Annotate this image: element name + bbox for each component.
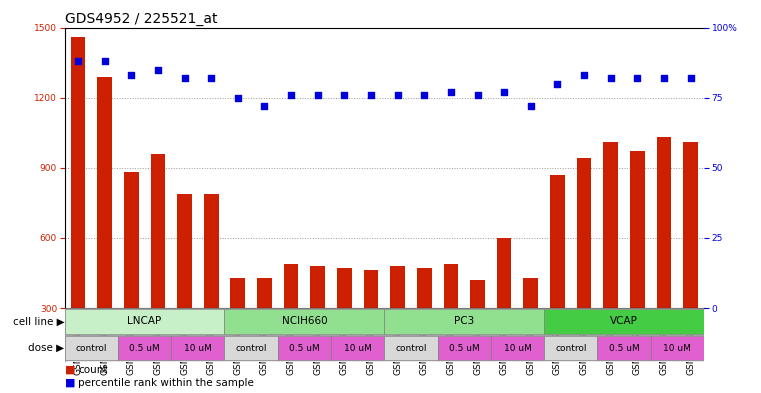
Text: 10 uM: 10 uM: [344, 344, 371, 353]
Bar: [331, 336, 384, 360]
Text: control: control: [75, 344, 107, 353]
Bar: [124, 173, 139, 378]
Text: count: count: [78, 365, 108, 375]
Text: ■: ■: [65, 365, 75, 375]
Text: control: control: [395, 344, 427, 353]
Bar: [224, 309, 384, 334]
Text: VCAP: VCAP: [610, 316, 638, 327]
Bar: [651, 336, 704, 360]
Point: [631, 75, 643, 81]
Point: [684, 75, 696, 81]
Text: 0.5 uM: 0.5 uM: [609, 344, 639, 353]
Point: [658, 75, 670, 81]
Bar: [278, 336, 331, 360]
Text: ■: ■: [65, 378, 75, 388]
Bar: [204, 193, 218, 378]
Point: [98, 58, 111, 64]
Bar: [417, 268, 431, 378]
Point: [312, 92, 324, 98]
Point: [338, 92, 350, 98]
Point: [551, 81, 563, 87]
Text: GDS4952 / 225521_at: GDS4952 / 225521_at: [65, 13, 217, 26]
Point: [498, 89, 510, 95]
Bar: [310, 266, 325, 378]
Bar: [544, 309, 704, 334]
Bar: [497, 238, 511, 378]
Text: 0.5 uM: 0.5 uM: [449, 344, 479, 353]
Text: NCIH660: NCIH660: [282, 316, 327, 327]
Point: [444, 89, 457, 95]
Text: cell line ▶: cell line ▶: [13, 316, 65, 327]
Point: [205, 75, 218, 81]
Bar: [337, 268, 352, 378]
Bar: [444, 264, 458, 378]
Bar: [597, 336, 651, 360]
Bar: [384, 309, 544, 334]
Text: 0.5 uM: 0.5 uM: [289, 344, 320, 353]
Point: [419, 92, 431, 98]
Bar: [65, 309, 224, 334]
Point: [151, 66, 164, 73]
Text: 10 uM: 10 uM: [504, 344, 531, 353]
Bar: [231, 278, 245, 378]
Text: percentile rank within the sample: percentile rank within the sample: [78, 378, 254, 388]
Bar: [224, 336, 278, 360]
Bar: [364, 270, 378, 378]
Text: dose ▶: dose ▶: [28, 343, 65, 353]
Bar: [384, 336, 438, 360]
Bar: [118, 336, 171, 360]
Bar: [97, 77, 112, 378]
Bar: [544, 336, 597, 360]
Point: [125, 72, 137, 78]
Point: [231, 94, 244, 101]
Point: [391, 92, 403, 98]
Bar: [550, 175, 565, 378]
Bar: [524, 278, 538, 378]
Point: [524, 103, 537, 109]
Point: [178, 75, 190, 81]
Bar: [65, 336, 118, 360]
Point: [285, 92, 297, 98]
Text: control: control: [235, 344, 267, 353]
Point: [258, 103, 271, 109]
Bar: [71, 37, 85, 378]
Text: 10 uM: 10 uM: [664, 344, 691, 353]
Bar: [683, 142, 698, 378]
Text: 10 uM: 10 uM: [184, 344, 212, 353]
Text: PC3: PC3: [454, 316, 474, 327]
Bar: [390, 266, 405, 378]
Text: LNCAP: LNCAP: [127, 316, 162, 327]
Bar: [284, 264, 298, 378]
Bar: [630, 151, 645, 378]
Bar: [151, 154, 165, 378]
Bar: [177, 193, 192, 378]
Bar: [603, 142, 618, 378]
Text: 0.5 uM: 0.5 uM: [129, 344, 160, 353]
Point: [604, 75, 616, 81]
Bar: [657, 138, 671, 378]
Bar: [470, 280, 485, 378]
Point: [471, 92, 484, 98]
Bar: [491, 336, 544, 360]
Text: control: control: [555, 344, 587, 353]
Point: [365, 92, 377, 98]
Bar: [171, 336, 224, 360]
Bar: [577, 158, 591, 378]
Bar: [257, 278, 272, 378]
Point: [578, 72, 590, 78]
Bar: [438, 336, 491, 360]
Point: [72, 58, 84, 64]
